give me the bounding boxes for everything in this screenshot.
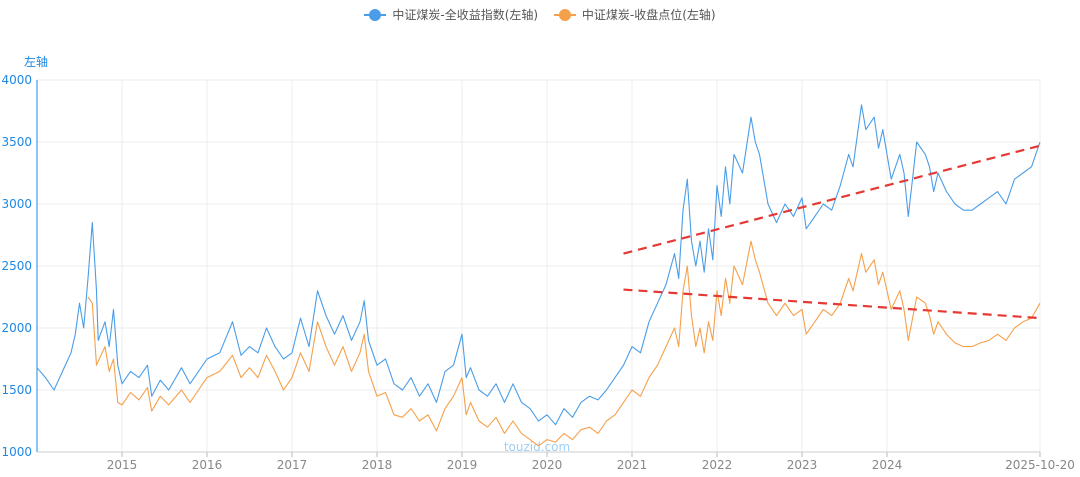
x-tick-label: 2015 <box>107 458 138 472</box>
x-tick-label: 2017 <box>277 458 308 472</box>
watermark: touzid.com <box>504 440 570 454</box>
grid-lines <box>37 79 1041 453</box>
x-tick-label: 2020 <box>532 458 563 472</box>
y-tick-label: 2000 <box>1 321 32 335</box>
trend-lines <box>623 144 1041 320</box>
chart-legend: 中证煤炭-全收益指数(左轴) 中证煤炭-收盘点位(左轴) <box>0 6 1080 24</box>
x-tick-label: 2025-10-20 <box>1005 458 1075 472</box>
legend-swatch-close <box>553 8 576 21</box>
legend-label-close: 中证煤炭-收盘点位(左轴) <box>581 8 716 22</box>
trend-line-lower <box>623 288 1041 320</box>
series-line-total-return <box>36 104 1041 426</box>
legend-label-total-return: 中证煤炭-全收益指数(左轴) <box>392 8 539 22</box>
x-tick-label: 2024 <box>872 458 903 472</box>
y-tick-label: 1500 <box>1 383 32 397</box>
series-lines <box>36 104 1041 447</box>
legend-item-close[interactable]: 中证煤炭-收盘点位(左轴) <box>553 6 716 23</box>
y-axis-unit-label: 左轴 <box>24 55 49 69</box>
legend-item-total-return[interactable]: 中证煤炭-全收益指数(左轴) <box>364 6 538 23</box>
x-tick-label: 2022 <box>702 458 733 472</box>
series-line-close <box>87 240 1041 447</box>
y-tick-label: 1000 <box>1 445 32 459</box>
trend-line-upper <box>623 144 1041 255</box>
y-tick-label: 3500 <box>1 135 32 149</box>
x-tick-label: 2019 <box>447 458 478 472</box>
y-tick-label: 4000 <box>1 73 32 87</box>
y-tick-label: 3000 <box>1 197 32 211</box>
y-tick-label: 2500 <box>1 259 32 273</box>
legend-swatch-total-return <box>364 8 387 21</box>
x-tick-label: 2018 <box>362 458 393 472</box>
axes: 1000 1500 2000 2500 3000 3500 4000 2015 2016 2017… <box>1 73 1074 472</box>
x-tick-label: 2016 <box>192 458 223 472</box>
x-tick-label: 2021 <box>617 458 648 472</box>
x-tick-label: 2023 <box>787 458 818 472</box>
